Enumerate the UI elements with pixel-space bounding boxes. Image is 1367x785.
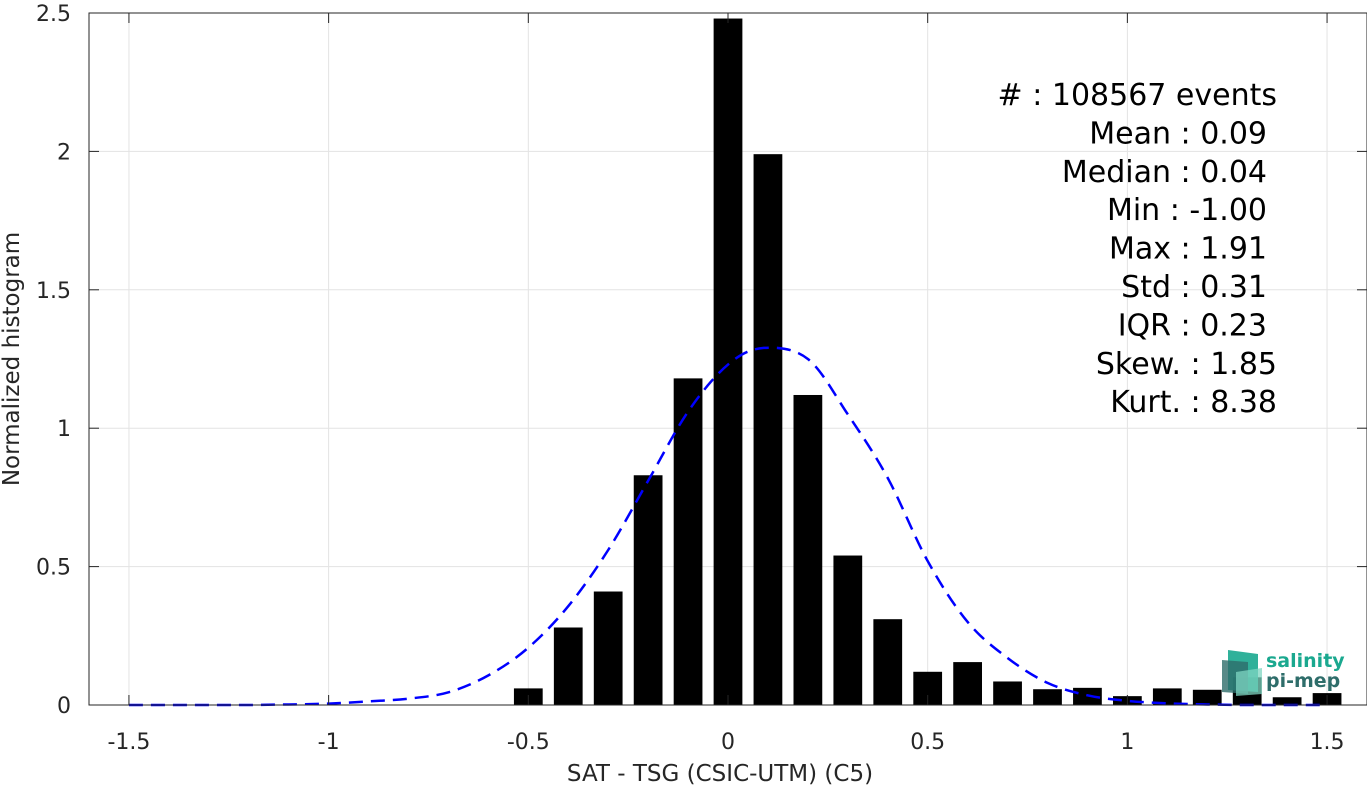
x-tick-label: -1.5 xyxy=(107,730,150,755)
x-axis-label: SAT - TSG (CSIC-UTM) (C5) xyxy=(567,761,873,785)
x-tick-label: -0.5 xyxy=(507,730,550,755)
stats-line: Min : -1.00 xyxy=(1107,193,1267,228)
x-tick-label: 1.5 xyxy=(1310,730,1345,755)
gaussian-fit-curve xyxy=(128,346,1328,707)
logo-shape-front xyxy=(1236,668,1262,696)
histogram-bar xyxy=(1192,689,1222,705)
y-tick-label: 2.5 xyxy=(36,2,71,27)
y-tick-labels: 0 0.5 1 1.5 2 2.5 xyxy=(36,2,71,719)
stats-line: Max : 1.91 xyxy=(1109,232,1267,267)
x-tick-label: 1 xyxy=(1120,730,1134,755)
y-axis-label: Normalized histogram xyxy=(0,232,25,486)
histogram-bar xyxy=(833,555,863,705)
y-tick-label: 2 xyxy=(57,140,71,165)
y-tick-label: 1 xyxy=(57,417,71,442)
histogram-bar xyxy=(713,18,743,705)
histogram-bar xyxy=(753,154,783,706)
y-tick-label: 0.5 xyxy=(36,556,71,581)
stats-line: Mean : 0.09 xyxy=(1089,116,1267,151)
histogram-bar xyxy=(953,662,983,705)
x-tick-label: 0 xyxy=(721,730,735,755)
x-tick-labels: -1.5 -1 -0.5 0 0.5 1 1.5 xyxy=(107,730,1344,755)
histogram-bars xyxy=(513,18,1342,706)
y-tick-label: 0 xyxy=(57,694,71,719)
axis-ticks xyxy=(89,12,1367,706)
x-tick-label: 0.5 xyxy=(910,730,945,755)
histogram-bar xyxy=(593,591,623,705)
histogram-bar xyxy=(1152,688,1182,705)
histogram-bar xyxy=(1033,689,1062,705)
y-tick-label: 1.5 xyxy=(36,279,71,304)
stats-line: Std : 0.31 xyxy=(1121,270,1267,305)
stats-line: # : 108567 events xyxy=(998,78,1277,113)
histogram-bar xyxy=(673,378,703,705)
histogram-bar xyxy=(553,627,583,705)
x-tick-label: -1 xyxy=(318,730,340,755)
histogram-bar xyxy=(633,475,663,705)
stats-line: Median : 0.04 xyxy=(1062,155,1267,190)
histogram-bar xyxy=(793,394,823,705)
stats-line: Skew. : 1.85 xyxy=(1096,347,1277,382)
histogram-bar xyxy=(993,681,1022,705)
histogram-bar xyxy=(1272,697,1302,705)
stats-line: Kurt. : 8.38 xyxy=(1110,385,1277,420)
stats-line: IQR : 0.23 xyxy=(1118,308,1267,343)
logo-text-salinity: salinity xyxy=(1266,650,1345,672)
logo-text-pi-mep: pi-mep xyxy=(1266,670,1340,692)
salinity-pi-mep-logo: salinity pi-mep xyxy=(1222,650,1345,696)
histogram-bar xyxy=(873,619,903,705)
